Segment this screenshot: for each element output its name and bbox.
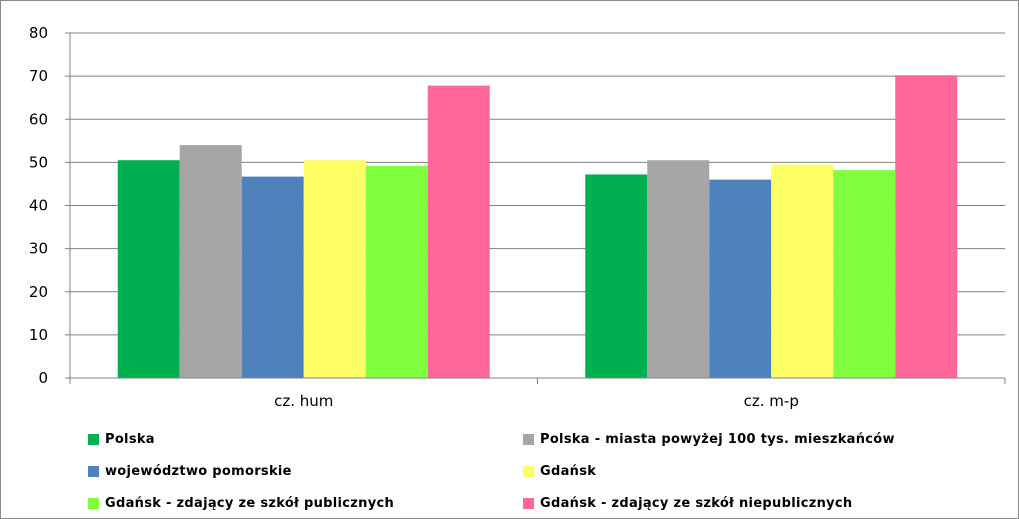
bar (117, 160, 180, 378)
bar (179, 145, 242, 378)
legend-item: Polska (88, 427, 523, 451)
legend-swatch (523, 497, 534, 509)
legend-item: Polska - miasta powyżej 100 tys. mieszka… (523, 427, 988, 451)
bar (647, 160, 710, 378)
legend-swatch (88, 497, 99, 509)
bar (427, 85, 490, 379)
y-tick-label: 10 (29, 326, 48, 344)
y-tick-label: 60 (29, 110, 48, 128)
y-tick-label: 80 (29, 24, 48, 42)
legend-item: województwo pomorskie (88, 459, 523, 483)
legend-item: Gdańsk - zdający ze szkół niepublicznych (523, 491, 988, 515)
legend: Polska Polska - miasta powyżej 100 tys. m… (88, 427, 988, 515)
legend-label: Gdańsk - zdający ze szkół publicznych (105, 495, 395, 511)
legend-label: Polska (105, 431, 155, 447)
legend-label: Polska - miasta powyżej 100 tys. mieszka… (540, 431, 895, 447)
y-tick-label: 40 (29, 197, 48, 215)
legend-swatch (523, 433, 534, 445)
x-category-label: cz. hum (274, 392, 333, 410)
legend-label: województwo pomorskie (105, 463, 292, 479)
legend-swatch (88, 465, 99, 477)
bar (241, 176, 304, 378)
bar (303, 160, 366, 378)
y-tick-label: 0 (38, 369, 48, 387)
bar (833, 170, 896, 378)
bar (895, 75, 958, 378)
legend-swatch (523, 465, 534, 477)
bar (585, 174, 648, 378)
bar (771, 164, 834, 378)
legend-swatch (88, 433, 99, 445)
y-tick-label: 20 (29, 283, 48, 301)
y-tick-label: 30 (29, 240, 48, 258)
legend-label: Gdańsk - zdający ze szkół niepublicznych (540, 495, 853, 511)
legend-item: Gdańsk (523, 459, 988, 483)
bar (709, 179, 772, 378)
legend-item: Gdańsk - zdający ze szkół publicznych (88, 491, 523, 515)
y-tick-label: 70 (29, 67, 48, 85)
bar (365, 165, 428, 378)
y-tick-label: 50 (29, 153, 48, 171)
legend-label: Gdańsk (540, 463, 597, 479)
x-category-label: cz. m-p (744, 392, 799, 410)
